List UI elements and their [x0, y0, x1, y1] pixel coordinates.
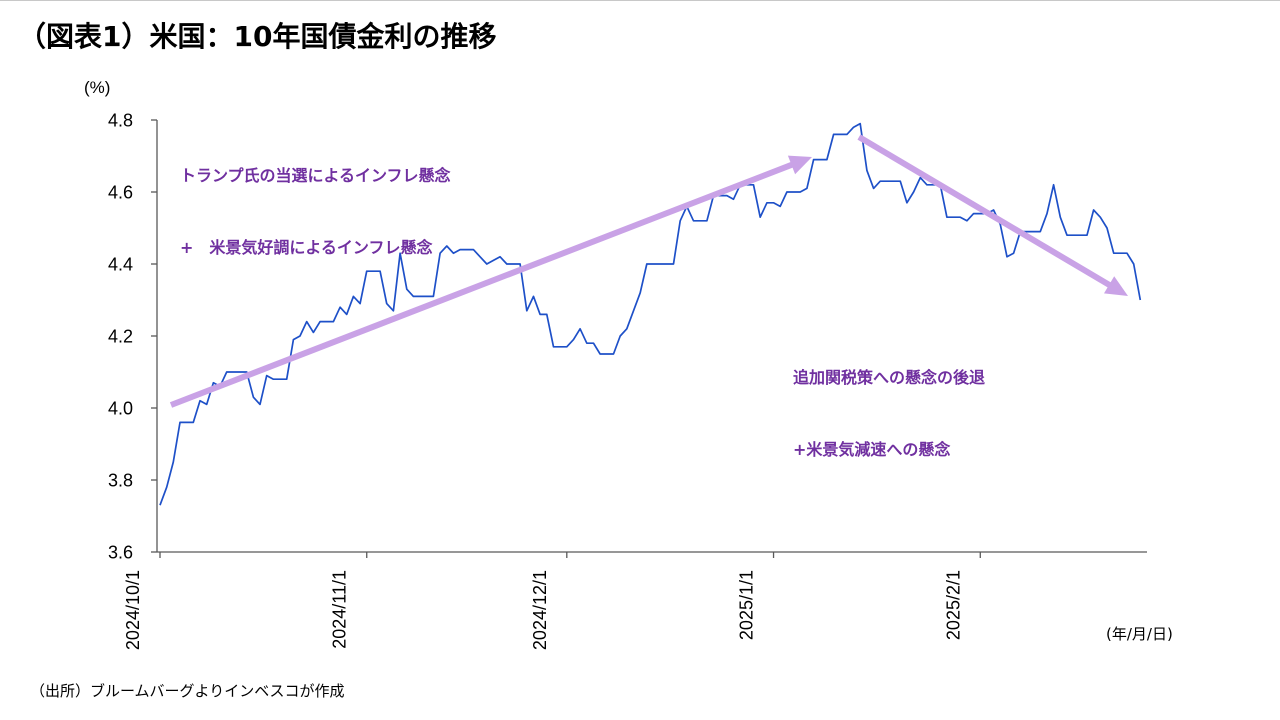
trend-arrow-up-head [787, 155, 812, 175]
x-tick-label: 2024/10/1 [123, 570, 143, 650]
x-tick-label: 2024/12/1 [530, 570, 550, 650]
trend-arrow-down [857, 134, 1128, 296]
source-note: （出所）ブルームバーグよりインベスコが作成 [30, 682, 345, 700]
chart-series [159, 122, 1142, 506]
chart-title: （図表1）米国：10年国債金利の推移 [18, 20, 497, 53]
x-tick-label: 2025/2/1 [943, 570, 963, 640]
trend-arrow-down-shaft [857, 134, 1113, 289]
annotation-falling-yield: 追加関税策への懸念の後退 +米景気減速への懸念 [793, 318, 985, 510]
y-axis-unit-label: (%) [84, 78, 111, 97]
trend-arrow-up [169, 155, 812, 408]
y-tick-label: 4.0 [108, 399, 133, 419]
annotation-2-line-2: +米景気減速への懸念 [793, 440, 951, 459]
chart-axes: 3.6 3.8 4.0 4.2 4.4 4.6 4.8 2024/10/1 2024/11/1 2… [108, 111, 1147, 650]
y-tick-label: 4.6 [108, 183, 133, 203]
annotation-2-line-1: 追加関税策への懸念の後退 [793, 368, 986, 387]
y-tick-label: 3.6 [108, 543, 133, 563]
annotation-1-line-2: + 米景気好調によるインフレ懸念 [180, 238, 433, 257]
trend-arrow-up-shaft [169, 161, 795, 408]
x-tick-label: 2024/11/1 [330, 570, 350, 649]
y-tick-label: 3.8 [108, 471, 133, 491]
annotation-1-line-1: トランプ氏の当選によるインフレ懸念 [180, 166, 451, 185]
x-axis-unit-label: (年/月/日) [1106, 625, 1173, 643]
top-rule [0, 0, 1280, 1]
trend-arrows [169, 134, 1128, 408]
y-tick-label: 4.2 [108, 327, 133, 347]
y-tick-label: 4.4 [108, 255, 133, 275]
series-line [159, 122, 1142, 506]
trend-arrow-down-head [1104, 276, 1128, 296]
annotation-rising-yield: トランプ氏の当選によるインフレ懸念 + 米景気好調によるインフレ懸念 [180, 116, 451, 308]
y-tick-label: 4.8 [108, 111, 133, 131]
x-tick-label: 2025/1/1 [737, 570, 757, 640]
